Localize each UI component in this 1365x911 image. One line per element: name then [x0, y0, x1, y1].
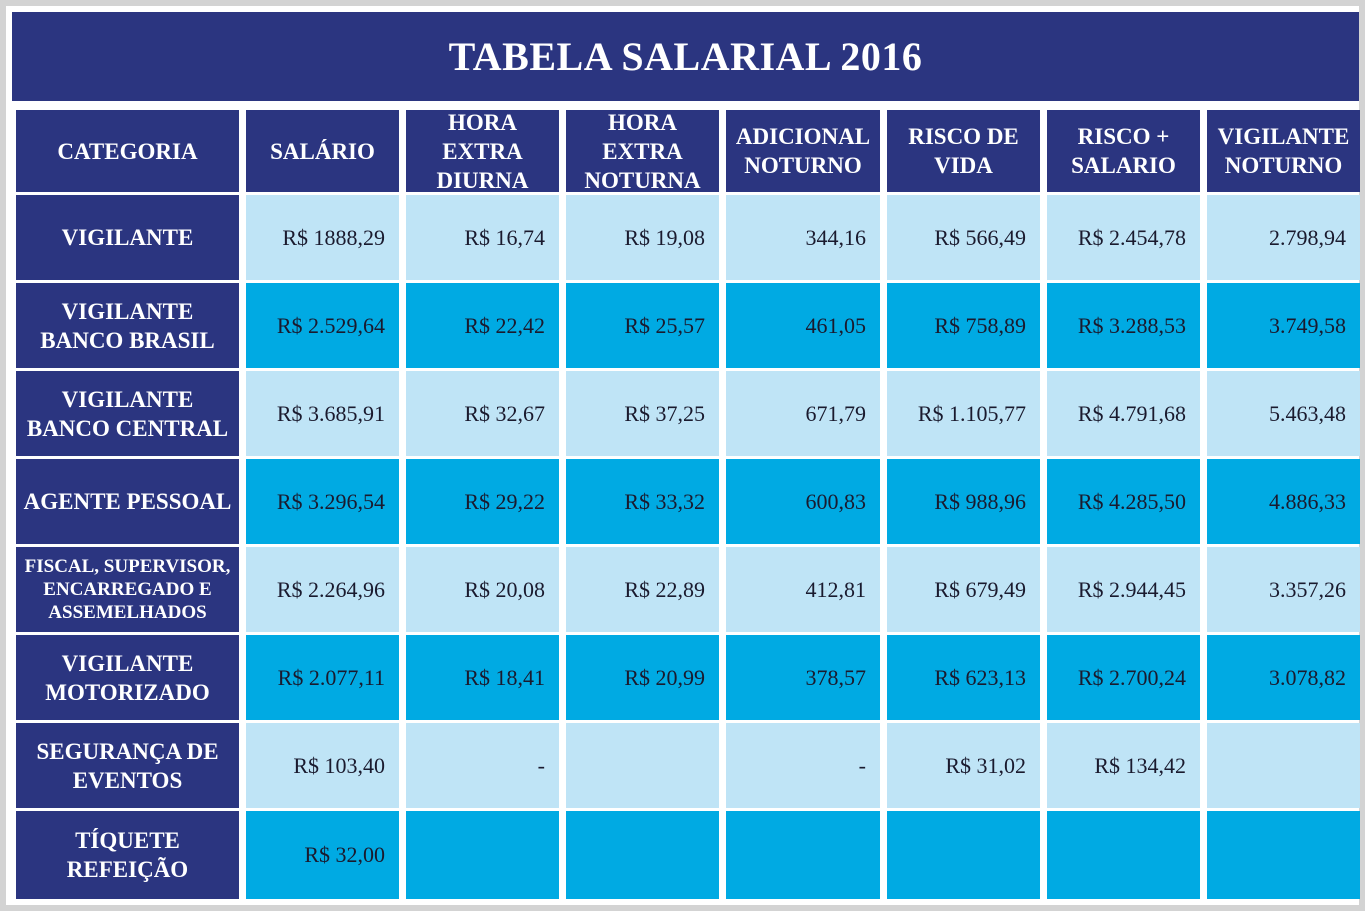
header-hora-extra-noturna: HORA EXTRA NOTURNA — [566, 110, 719, 193]
cell-adicional-noturno: 671,79 — [726, 371, 880, 456]
cell-salario: R$ 32,00 — [246, 811, 399, 899]
cell-adicional-noturno: 412,81 — [726, 547, 880, 632]
row-category: AGENTE PESSOAL — [16, 459, 239, 544]
cell-risco-salario: R$ 4.285,50 — [1047, 459, 1200, 544]
cell-hora-extra-noturna: R$ 37,25 — [566, 371, 719, 456]
cell-vigilante-noturno: 5.463,48 — [1207, 371, 1360, 456]
page-title: TABELA SALARIAL 2016 — [12, 12, 1359, 101]
cell-adicional-noturno: 378,57 — [726, 635, 880, 720]
cell-hora-extra-diurna: R$ 29,22 — [406, 459, 559, 544]
cell-risco-de-vida: R$ 623,13 — [887, 635, 1040, 720]
cell-adicional-noturno: 461,05 — [726, 283, 880, 368]
cell-risco-de-vida: R$ 679,49 — [887, 547, 1040, 632]
cell-hora-extra-noturna: R$ 25,57 — [566, 283, 719, 368]
cell-risco-salario: R$ 2.944,45 — [1047, 547, 1200, 632]
row-category: VIGILANTE BANCO BRASIL — [16, 283, 239, 368]
header-risco-salario: RISCO + SALARIO — [1047, 110, 1200, 192]
cell-risco-de-vida: R$ 1.105,77 — [887, 371, 1040, 456]
cell-salario: R$ 2.077,11 — [246, 635, 399, 720]
row-category: VIGILANTE BANCO CENTRAL — [16, 371, 239, 456]
cell-risco-salario: R$ 2.700,24 — [1047, 635, 1200, 720]
cell-adicional-noturno — [726, 811, 880, 899]
header-salario: SALÁRIO — [246, 110, 399, 192]
cell-hora-extra-noturna — [566, 723, 719, 808]
cell-risco-de-vida — [887, 811, 1040, 899]
header-adicional-noturno: ADICIONAL NOTURNO — [726, 110, 880, 192]
header-hora-extra-diurna: HORA EXTRA DIURNA — [406, 110, 559, 193]
row-category: SEGURANÇA DE EVENTOS — [16, 723, 239, 808]
cell-hora-extra-diurna: R$ 16,74 — [406, 195, 559, 280]
cell-vigilante-noturno: 3.749,58 — [1207, 283, 1360, 368]
cell-vigilante-noturno — [1207, 811, 1360, 899]
cell-hora-extra-noturna: R$ 19,08 — [566, 195, 719, 280]
cell-vigilante-noturno: 2.798,94 — [1207, 195, 1360, 280]
cell-hora-extra-noturna: R$ 22,89 — [566, 547, 719, 632]
cell-salario: R$ 3.685,91 — [246, 371, 399, 456]
header-risco-de-vida: RISCO DE VIDA — [887, 110, 1040, 192]
cell-salario: R$ 2.264,96 — [246, 547, 399, 632]
row-category: VIGILANTE — [16, 195, 239, 280]
cell-vigilante-noturno: 4.886,33 — [1207, 459, 1360, 544]
cell-adicional-noturno: - — [726, 723, 880, 808]
cell-risco-salario: R$ 134,42 — [1047, 723, 1200, 808]
salary-table: CATEGORIA SALÁRIO HORA EXTRA DIURNA HORA… — [16, 110, 1360, 905]
cell-risco-de-vida: R$ 31,02 — [887, 723, 1040, 808]
cell-risco-de-vida: R$ 758,89 — [887, 283, 1040, 368]
cell-hora-extra-noturna: R$ 20,99 — [566, 635, 719, 720]
cell-hora-extra-noturna — [566, 811, 719, 899]
cell-risco-salario — [1047, 811, 1200, 899]
cell-hora-extra-noturna: R$ 33,32 — [566, 459, 719, 544]
cell-vigilante-noturno: 3.357,26 — [1207, 547, 1360, 632]
header-categoria: CATEGORIA — [16, 110, 239, 192]
row-category: VIGILANTE MOTORIZADO — [16, 635, 239, 720]
cell-hora-extra-diurna: R$ 20,08 — [406, 547, 559, 632]
cell-risco-de-vida: R$ 988,96 — [887, 459, 1040, 544]
cell-risco-salario: R$ 4.791,68 — [1047, 371, 1200, 456]
cell-salario: R$ 1888,29 — [246, 195, 399, 280]
cell-hora-extra-diurna: - — [406, 723, 559, 808]
cell-hora-extra-diurna: R$ 22,42 — [406, 283, 559, 368]
cell-adicional-noturno: 344,16 — [726, 195, 880, 280]
row-category: FISCAL, SUPERVISOR, ENCARREGADO E ASSEME… — [16, 547, 239, 632]
cell-hora-extra-diurna: R$ 32,67 — [406, 371, 559, 456]
cell-vigilante-noturno: 3.078,82 — [1207, 635, 1360, 720]
header-vigilante-noturno: VIGILANTE NOTURNO — [1207, 110, 1360, 192]
cell-hora-extra-diurna: R$ 18,41 — [406, 635, 559, 720]
cell-adicional-noturno: 600,83 — [726, 459, 880, 544]
cell-risco-salario: R$ 2.454,78 — [1047, 195, 1200, 280]
cell-risco-de-vida: R$ 566,49 — [887, 195, 1040, 280]
cell-hora-extra-diurna — [406, 811, 559, 899]
cell-salario: R$ 3.296,54 — [246, 459, 399, 544]
cell-salario: R$ 2.529,64 — [246, 283, 399, 368]
cell-vigilante-noturno — [1207, 723, 1360, 808]
cell-risco-salario: R$ 3.288,53 — [1047, 283, 1200, 368]
cell-salario: R$ 103,40 — [246, 723, 399, 808]
row-category: TÍQUETE REFEIÇÃO — [16, 811, 239, 899]
